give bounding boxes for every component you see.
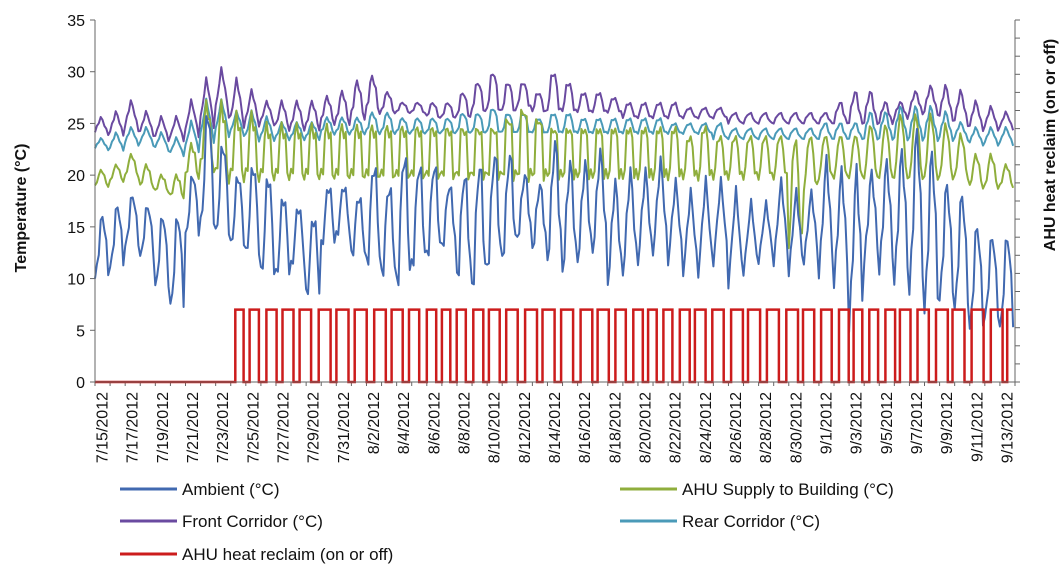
series-line [94,98,1015,250]
y-tick-label: 10 [67,272,85,289]
x-tick-label: 9/3/2012 [849,392,866,454]
y-tick-label: 30 [67,65,85,82]
x-tick-label: 9/9/2012 [939,392,956,454]
x-tick-label: 8/2/2012 [366,392,383,454]
x-tick-label: 8/30/2012 [788,392,805,463]
plot-area [94,66,1015,384]
series-line [94,97,1015,158]
x-tick-label: 8/12/2012 [517,392,534,463]
legend-label: Rear Corridor (°C) [682,512,820,531]
y-tick-label: 20 [67,168,85,185]
y-axis-label: Temperature (°C) [13,144,30,273]
series-line [94,66,1015,143]
x-tick-label: 7/29/2012 [306,392,323,463]
x-tick-label: 8/20/2012 [637,392,654,463]
x-tick-label: 9/13/2012 [999,392,1016,463]
x-tick-label: 9/7/2012 [909,392,926,454]
y-tick-label: 35 [67,13,85,30]
legend-label: Ambient (°C) [182,480,279,499]
x-tick-label: 9/5/2012 [879,392,896,454]
y-axis: 0 5 10 15 20 25 30 35 [67,13,95,392]
x-tick-label: 7/23/2012 [215,392,232,463]
x-tick-label: 8/8/2012 [457,392,474,454]
x-tick-label: 8/4/2012 [396,392,413,454]
x-tick-label: 8/14/2012 [547,392,564,463]
x-tick-label: 9/11/2012 [969,392,986,462]
x-tick-label: 9/1/2012 [818,392,835,454]
x-tick-label: 8/10/2012 [487,392,504,463]
series-line [94,115,1015,333]
legend-label: AHU Supply to Building (°C) [682,480,894,499]
legend-label: AHU heat reclaim (on or off) [182,545,393,564]
x-tick-label: 7/21/2012 [185,392,202,463]
x-tick-label: 8/6/2012 [426,392,443,454]
x-tick-label: 8/22/2012 [668,392,685,463]
x-tick-label: 7/19/2012 [155,392,172,463]
legend-label: Front Corridor (°C) [182,512,323,531]
x-tick-label: 8/26/2012 [728,392,745,463]
x-tick-label: 7/27/2012 [276,392,293,463]
y-tick-label: 25 [67,116,85,133]
x-tick-label: 7/25/2012 [245,392,262,463]
y2-axis-label: AHU heat reclaim (on or off) [1042,39,1059,251]
x-tick-label: 8/28/2012 [758,392,775,463]
x-tick-label: 7/31/2012 [336,392,353,463]
x-tick-label: 8/16/2012 [577,392,594,463]
x-tick-label: 8/24/2012 [698,392,715,463]
x-tick-label: 7/15/2012 [95,392,112,463]
y-tick-label: 0 [76,375,85,392]
x-tick-label: 8/18/2012 [607,392,624,463]
y-tick-label: 5 [76,323,85,340]
x-axis: 7/15/2012 7/17/2012 7/19/2012 7/21/2012 7/23… [94,382,1016,463]
legend: Ambient (°C) AHU Supply to Building (°C) F… [120,480,894,564]
x-tick-label: 7/17/2012 [125,392,142,463]
axes-frame [94,19,1020,383]
series-line [95,308,1012,384]
y-tick-label: 15 [67,220,85,237]
